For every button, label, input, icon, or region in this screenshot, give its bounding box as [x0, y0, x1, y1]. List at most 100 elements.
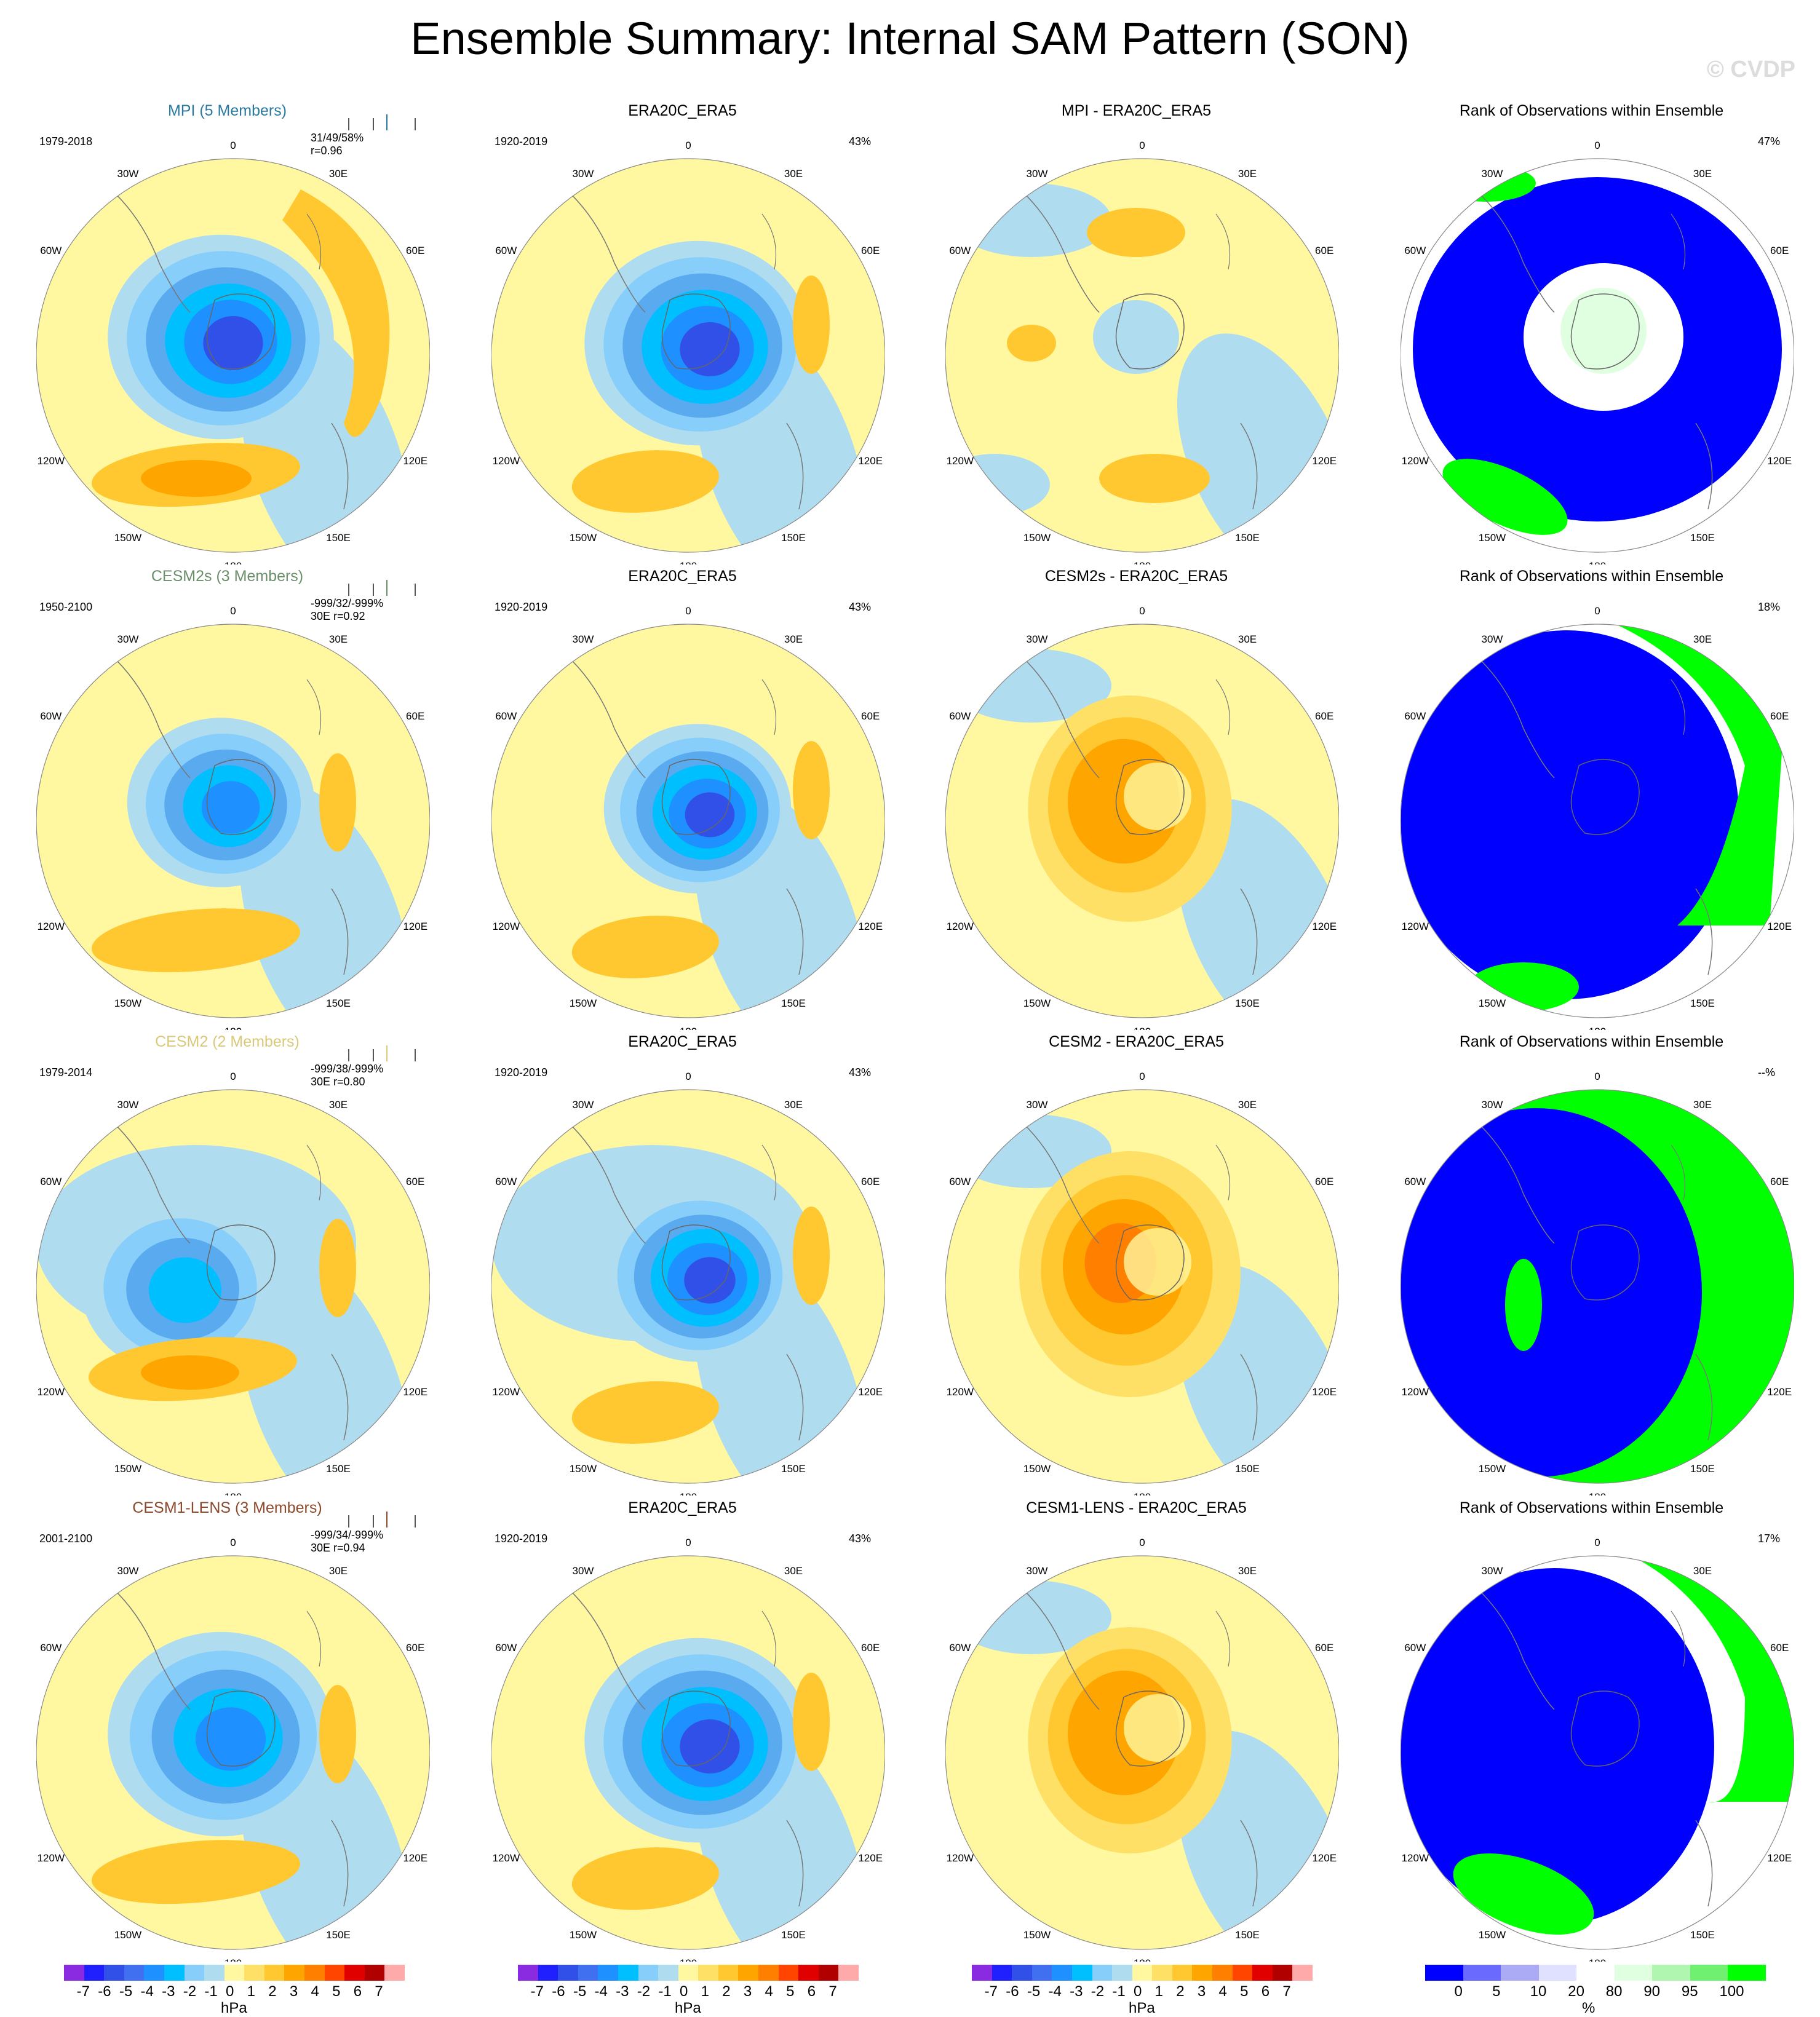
longitude-label: 120E — [858, 1386, 883, 1398]
colorbar-label: -1 — [204, 1983, 218, 2000]
colorbar-label: 10 — [1530, 1983, 1547, 2000]
colorbar-swatch — [224, 1965, 245, 1981]
longitude-label: 60W — [1404, 245, 1426, 256]
longitude-label: 60E — [861, 710, 880, 722]
colorbar-swatch — [1112, 1965, 1133, 1981]
longitude-label: 150W — [1479, 532, 1506, 544]
colorbar-label: -2 — [637, 1983, 651, 2000]
colorbar-swatch — [264, 1965, 285, 1981]
model-panel-4: CESM1-LENS (3 Members) 2001-2100 -999/34/-… — [0, 1494, 455, 1962]
period-label: 1979-2014 — [39, 1066, 93, 1079]
polar-map: 030E60E90E120E150E180150W120W90W60W30W — [491, 140, 885, 565]
longitude-label: 120E — [1312, 455, 1337, 467]
longitude-label: 60E — [1315, 1642, 1333, 1654]
colorbar-units: hPa — [675, 2000, 701, 2016]
longitude-label: 30E — [784, 1099, 803, 1111]
watermark: © CVDP — [1706, 57, 1795, 82]
colorbar-label: -2 — [1091, 1983, 1105, 2000]
pct-label: 43% — [849, 1066, 872, 1079]
polar-map: 030E60E90E120E150E180150W120W90W60W30W — [36, 1071, 430, 1496]
colorbar-swatch — [1232, 1965, 1253, 1981]
longitude-label: 30E — [1693, 1099, 1712, 1111]
longitude-label: 30W — [573, 633, 594, 645]
stats-line: -999/38/-999% — [311, 1063, 384, 1075]
longitude-label: 0 — [230, 605, 236, 617]
colorbar-units: hPa — [221, 2000, 247, 2016]
polar-map: 030E60E90E120E150E180150W120W90W60W30W — [36, 1537, 430, 1962]
longitude-label: 180 — [1134, 1026, 1151, 1030]
colorbar-swatch — [818, 1965, 839, 1981]
colorbar-swatch — [1172, 1965, 1193, 1981]
longitude-label: 150E — [1235, 1929, 1260, 1941]
colorbar-label: 7 — [829, 1983, 837, 2000]
stats-line: 30E r=0.92 — [311, 610, 365, 622]
longitude-label: 0 — [685, 1071, 691, 1082]
colorbar-swatch — [1052, 1965, 1073, 1981]
diff-panel-4: CESM1-LENS - ERA20C_ERA5030E60E90E120E15… — [909, 1494, 1364, 1962]
pct-label: 18% — [1758, 601, 1781, 613]
longitude-label: 30W — [1027, 1565, 1048, 1577]
colorbar-label: -1 — [1112, 1983, 1126, 2000]
longitude-label: 120E — [858, 921, 883, 932]
longitude-label: 60E — [406, 1176, 424, 1187]
diff-panel-2: CESM2s - ERA20C_ERA5030E60E90E120E150E18… — [909, 563, 1364, 1030]
period-label: 1979-2018 — [39, 135, 93, 148]
longitude-label: 150W — [1023, 997, 1051, 1009]
colorbar-swatch — [1132, 1965, 1153, 1981]
longitude-label: 30E — [1238, 633, 1257, 645]
longitude-label: 60E — [1770, 1176, 1789, 1187]
colorbar-swatch — [758, 1965, 779, 1981]
colorbar-label: 80 — [1605, 1983, 1623, 2000]
longitude-label: 150E — [1235, 997, 1260, 1009]
longitude-label: 180 — [1589, 560, 1606, 565]
panel-title: Rank of Observations within Ensemble — [1459, 102, 1724, 119]
longitude-label: 30W — [1027, 1099, 1048, 1111]
colorbar-swatch — [538, 1965, 558, 1981]
colorbar-label: 3 — [1197, 1983, 1206, 2000]
longitude-label: 150W — [114, 1463, 141, 1475]
longitude-label: 0 — [230, 1537, 236, 1548]
longitude-label: 30W — [1482, 168, 1503, 180]
colorbar-swatch — [618, 1965, 639, 1981]
longitude-label: 0 — [1139, 1071, 1145, 1082]
colorbar-swatch — [1212, 1965, 1233, 1981]
longitude-label: 60W — [1404, 1176, 1426, 1187]
model-panel-3: CESM2 (2 Members) 1979-2014 -999/38/-999% 3… — [0, 1028, 455, 1496]
longitude-label: 150E — [326, 997, 351, 1009]
longitude-label: 180 — [680, 1957, 697, 1962]
panel-title: ERA20C_ERA5 — [628, 1499, 737, 1516]
longitude-label: 30E — [1238, 168, 1257, 180]
pcs-ticks — [348, 580, 416, 596]
longitude-label: 30W — [1482, 633, 1503, 645]
colorbar-label: 3 — [289, 1983, 298, 2000]
colorbar-label: -1 — [658, 1983, 672, 2000]
colorbar-swatch — [1652, 1965, 1691, 1981]
period-label: 2001-2100 — [39, 1532, 93, 1545]
longitude-label: 120W — [38, 921, 65, 932]
longitude-label: 120W — [38, 1852, 65, 1864]
obs-panel-1: ERA20C_ERA51920-201943%030E60E90E120E150… — [455, 97, 910, 565]
colorbar-swatch — [1012, 1965, 1033, 1981]
colorbar-label: 7 — [1282, 1983, 1291, 2000]
longitude-label: 0 — [685, 140, 691, 151]
longitude-label: 180 — [1134, 560, 1151, 565]
colorbar-label: 1 — [701, 1983, 709, 2000]
longitude-label: 30E — [1693, 168, 1712, 180]
pct-label: 43% — [849, 601, 872, 613]
longitude-label: 60E — [406, 245, 424, 256]
longitude-label: 30W — [573, 168, 594, 180]
longitude-label: 150W — [1479, 1463, 1506, 1475]
longitude-label: 0 — [1139, 605, 1145, 617]
longitude-label: 60E — [1770, 710, 1789, 722]
colorbar-label: -6 — [98, 1983, 111, 2000]
stats-label: 31/49/58% r=0.96 — [311, 132, 364, 157]
colorbar-swatch — [344, 1965, 365, 1981]
colorbar-units: % — [1582, 2000, 1595, 2016]
colorbar-swatch — [1690, 1965, 1728, 1981]
longitude-label: 60E — [406, 710, 424, 722]
longitude-label: 60E — [1770, 245, 1789, 256]
longitude-label: 180 — [680, 1491, 697, 1496]
colorbar-swatch — [84, 1965, 105, 1981]
colorbar-label: 4 — [1218, 1983, 1227, 2000]
longitude-label: 60W — [949, 245, 971, 256]
